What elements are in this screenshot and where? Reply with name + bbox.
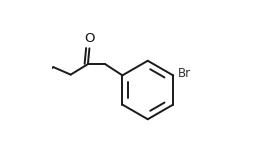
Text: Br: Br — [177, 67, 190, 80]
Text: O: O — [84, 32, 94, 45]
